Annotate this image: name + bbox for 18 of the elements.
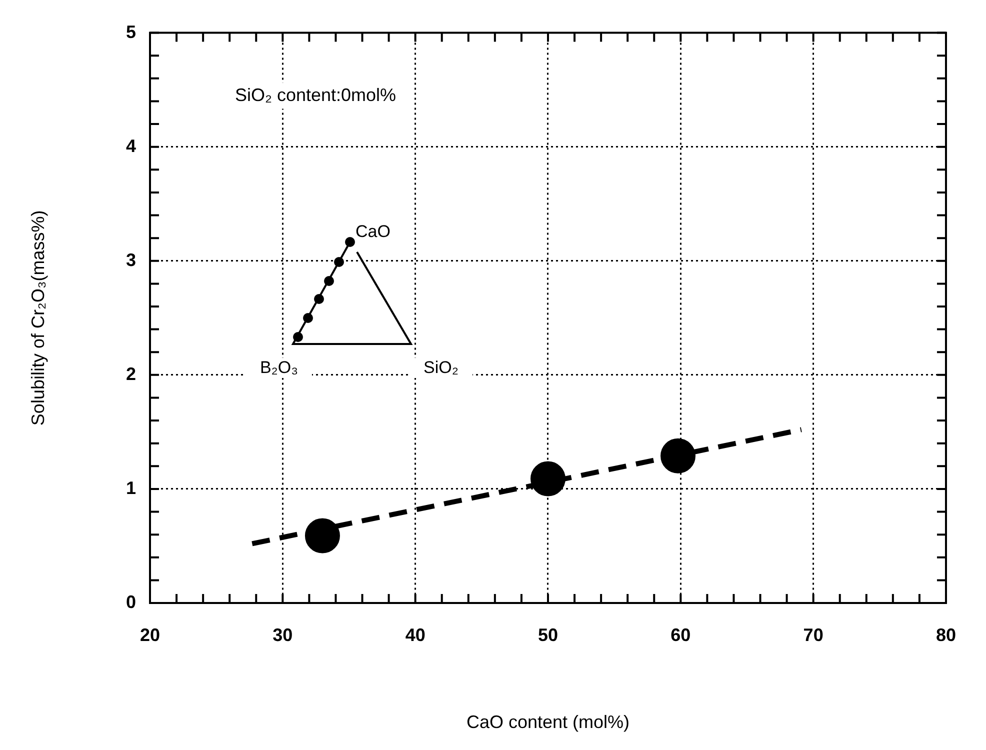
x-tick-label: 70 [803, 624, 824, 645]
y-tick-label: 3 [126, 250, 136, 270]
y-tick-label: 5 [126, 22, 136, 42]
annotation: SiO₂ content:0mol% [235, 84, 396, 105]
annotation: B₂O₃ [246, 358, 312, 378]
y-axis-title: Solubility of Cr₂O₃(mass%) [28, 210, 48, 426]
x-tick-label: 60 [670, 624, 691, 645]
x-tick-label: 50 [538, 624, 558, 645]
x-tick-label: 80 [936, 624, 956, 645]
x-tick-label: 30 [272, 624, 293, 645]
y-tick-label: 2 [126, 364, 136, 384]
y-tick-label: 4 [126, 136, 136, 156]
annotation: SiO₂ [410, 358, 472, 378]
x-tick-label: 20 [140, 624, 160, 645]
y-tick-label: 1 [126, 478, 136, 498]
x-axis-title: CaO content (mol%) [466, 712, 630, 732]
x-tick-label: 40 [405, 624, 426, 645]
y-tick-label: 0 [126, 592, 136, 612]
